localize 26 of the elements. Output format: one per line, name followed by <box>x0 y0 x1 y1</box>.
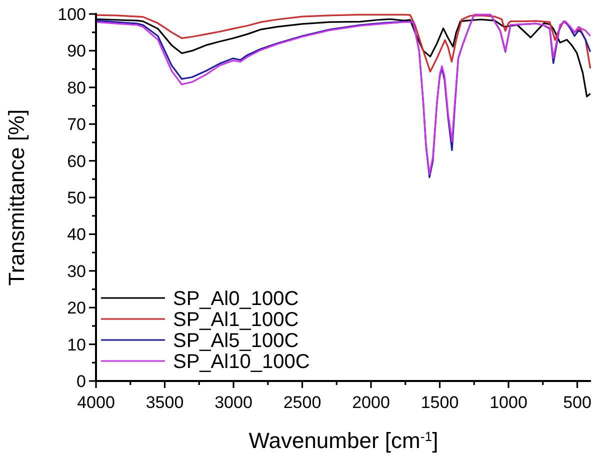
y-tick-label: 90 <box>67 42 86 61</box>
x-axis-title: Wavenumber [cm$^{-1}$] <box>248 428 438 453</box>
legend-label: SP_Al5_100C <box>173 330 299 352</box>
x-tick-label: 1000 <box>490 393 528 412</box>
x-tick-label: 3000 <box>214 393 252 412</box>
x-tick-label: 1500 <box>420 393 459 412</box>
y-tick-label: 30 <box>67 262 86 281</box>
legend-label: SP_Al10_100C <box>173 351 310 373</box>
x-tick-label: 4000 <box>77 393 115 412</box>
x-tick-label: 2500 <box>283 393 322 412</box>
x-tick-label: 2000 <box>352 393 390 412</box>
y-tick-label: 70 <box>67 115 86 134</box>
x-tick-label: 500 <box>563 393 592 412</box>
y-axis-title: Transmittance [%] <box>4 109 29 286</box>
y-tick-label: 20 <box>67 298 86 318</box>
y-tick-label: 100 <box>58 5 86 24</box>
y-tick-label: 10 <box>67 335 86 354</box>
legend-label: SP_Al1_100C <box>173 309 299 331</box>
y-tick-label: 0 <box>76 372 86 391</box>
y-tick-label: 50 <box>67 188 86 208</box>
legend-label: SP_Al0_100C <box>173 288 299 310</box>
y-tick-label: 60 <box>67 152 86 171</box>
y-tick-label: 80 <box>67 78 86 98</box>
line-series <box>95 14 592 72</box>
x-tick-label: 3500 <box>146 393 184 412</box>
y-tick-label: 40 <box>67 225 86 244</box>
